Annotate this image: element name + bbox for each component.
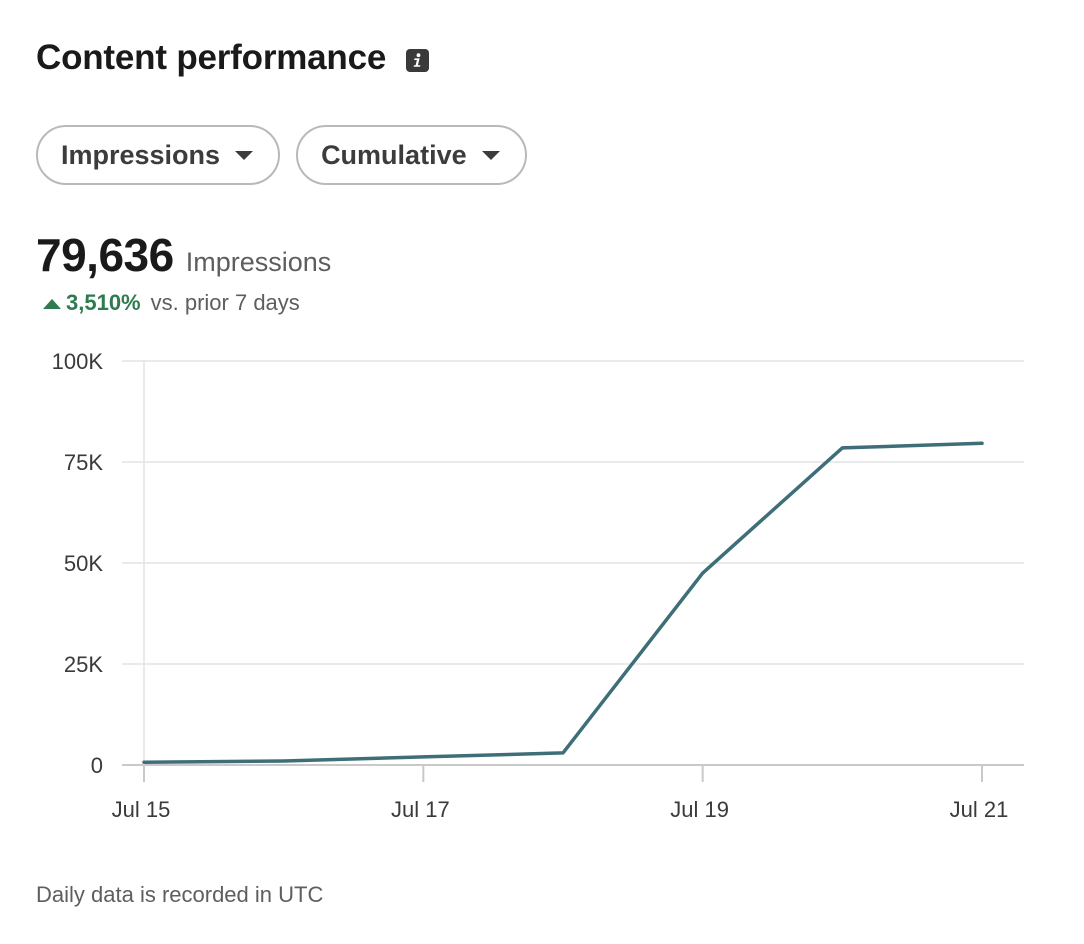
data-point[interactable]	[422, 755, 425, 759]
data-point[interactable]	[561, 751, 565, 755]
metric-dropdown[interactable]: Impressions	[36, 125, 281, 185]
change-caption: vs. prior 7 days	[150, 290, 300, 315]
metric-label: Impressions	[185, 247, 332, 277]
filter-bar: Impressions Cumulative	[36, 125, 527, 185]
x-tick-label: Jul 19	[670, 797, 729, 822]
caret-down-icon	[235, 150, 254, 160]
footnote: Daily data is recorded in UTC	[36, 882, 324, 907]
info-glyph-icon	[413, 52, 421, 67]
title-row: Content performance	[36, 38, 430, 78]
change-indicator: 3,510% vs. prior 7 days	[42, 290, 300, 316]
data-point[interactable]	[142, 760, 146, 764]
x-tick-label: Jul 17	[391, 797, 450, 822]
metric-dropdown-label: Impressions	[61, 139, 221, 170]
info-icon[interactable]	[406, 48, 430, 72]
tick-labels: 0 25K 50K 75K 100K Jul 15 Jul 17 Jul 19 Jul 21	[52, 349, 1009, 822]
data-point[interactable]	[701, 571, 704, 575]
y-tick-label: 100K	[52, 349, 104, 374]
aggregation-dropdown[interactable]: Cumulative	[296, 125, 527, 185]
series-layer	[142, 441, 984, 764]
data-point[interactable]	[841, 446, 844, 450]
page-title: Content performance	[36, 38, 387, 77]
chart-axes	[143, 361, 983, 782]
series-line	[142, 441, 984, 764]
data-point[interactable]	[980, 442, 984, 445]
data-point[interactable]	[282, 759, 285, 763]
aggregation-dropdown-label: Cumulative	[321, 139, 467, 170]
summary-metric: 79,636 Impressions	[36, 228, 331, 282]
y-tick-label: 50K	[64, 551, 103, 576]
x-tick-label: Jul 21	[950, 797, 1009, 822]
x-tick-label: Jul 15	[112, 797, 171, 822]
caret-down-icon	[481, 150, 500, 160]
triangle-up-icon	[43, 298, 61, 309]
y-tick-label: 75K	[64, 450, 103, 475]
metric-value: 79,636	[36, 229, 174, 281]
y-tick-label: 25K	[64, 652, 103, 677]
y-tick-label: 0	[91, 753, 103, 778]
change-percent: 3,510%	[66, 290, 141, 315]
grid-lines	[122, 360, 1024, 766]
